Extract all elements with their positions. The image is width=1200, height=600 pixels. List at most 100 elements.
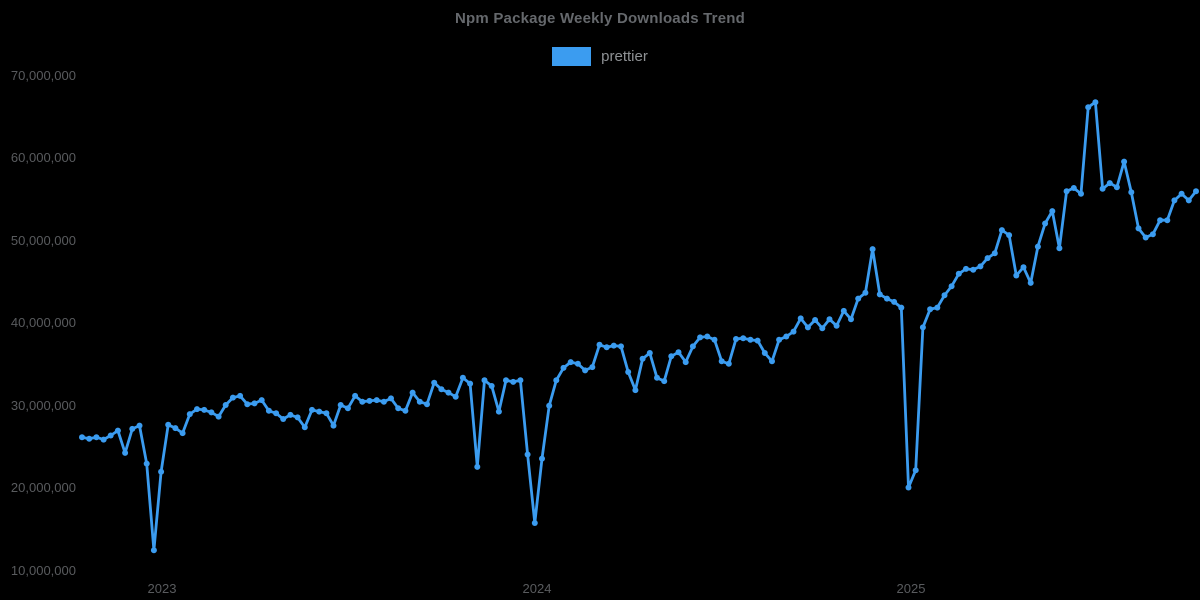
data-point[interactable]: [1142, 234, 1149, 241]
data-point[interactable]: [891, 298, 898, 305]
data-point[interactable]: [1092, 99, 1099, 106]
data-point[interactable]: [158, 468, 165, 475]
data-point[interactable]: [488, 383, 495, 389]
data-point[interactable]: [998, 227, 1005, 234]
data-point[interactable]: [1034, 243, 1041, 250]
data-point[interactable]: [718, 358, 725, 365]
data-point[interactable]: [1135, 225, 1142, 232]
data-point[interactable]: [474, 463, 481, 470]
data-point[interactable]: [1171, 197, 1178, 204]
data-point[interactable]: [603, 344, 610, 351]
data-point[interactable]: [114, 427, 121, 434]
data-point[interactable]: [1157, 217, 1164, 224]
data-point[interactable]: [531, 520, 538, 526]
data-point[interactable]: [316, 408, 323, 415]
data-point[interactable]: [1027, 279, 1034, 286]
data-point[interactable]: [1128, 189, 1135, 196]
data-point[interactable]: [567, 359, 574, 366]
data-point[interactable]: [251, 400, 258, 407]
data-point[interactable]: [740, 335, 747, 342]
data-point[interactable]: [639, 355, 646, 362]
data-point[interactable]: [172, 425, 179, 432]
data-point[interactable]: [86, 435, 93, 442]
data-point[interactable]: [1185, 197, 1192, 204]
data-point[interactable]: [344, 405, 351, 412]
data-point[interactable]: [733, 336, 739, 342]
data-point[interactable]: [927, 306, 934, 313]
data-point[interactable]: [1006, 232, 1013, 239]
data-point[interactable]: [776, 336, 783, 343]
data-point[interactable]: [438, 386, 445, 393]
data-point[interactable]: [1106, 180, 1113, 187]
data-point[interactable]: [1070, 185, 1077, 191]
data-point[interactable]: [876, 291, 883, 298]
data-point[interactable]: [229, 394, 236, 401]
data-point[interactable]: [107, 432, 114, 439]
legend-item-prettier[interactable]: prettier: [552, 47, 648, 66]
data-point[interactable]: [258, 397, 265, 404]
data-point[interactable]: [697, 334, 704, 341]
data-point[interactable]: [991, 250, 998, 257]
data-point[interactable]: [330, 422, 337, 429]
data-point[interactable]: [804, 324, 811, 331]
data-point[interactable]: [826, 316, 833, 323]
data-point[interactable]: [675, 349, 682, 356]
data-point[interactable]: [122, 449, 129, 456]
data-point[interactable]: [819, 325, 826, 332]
data-point[interactable]: [977, 263, 984, 270]
data-point[interactable]: [948, 283, 955, 290]
data-point[interactable]: [898, 304, 905, 311]
data-point[interactable]: [970, 266, 977, 273]
data-point[interactable]: [1042, 220, 1049, 227]
data-point[interactable]: [984, 255, 991, 262]
data-point[interactable]: [596, 341, 603, 348]
data-point[interactable]: [79, 434, 85, 441]
data-point[interactable]: [165, 421, 172, 428]
data-point[interactable]: [869, 246, 876, 253]
data-point[interactable]: [208, 409, 215, 416]
data-point[interactable]: [1099, 185, 1106, 192]
data-point[interactable]: [682, 359, 689, 366]
data-point[interactable]: [380, 398, 387, 405]
data-point[interactable]: [143, 460, 150, 467]
data-point[interactable]: [689, 343, 696, 350]
data-point[interactable]: [848, 316, 854, 323]
data-point[interactable]: [1063, 188, 1070, 195]
data-point[interactable]: [309, 406, 315, 413]
data-point[interactable]: [222, 402, 229, 408]
data-point[interactable]: [301, 424, 308, 431]
data-point[interactable]: [402, 407, 409, 414]
data-point[interactable]: [524, 451, 531, 458]
data-point[interactable]: [704, 333, 711, 340]
data-point[interactable]: [1078, 190, 1084, 197]
data-point[interactable]: [884, 295, 890, 302]
data-point[interactable]: [589, 364, 596, 371]
data-point[interactable]: [481, 377, 488, 384]
data-point[interactable]: [783, 333, 790, 340]
data-point[interactable]: [503, 377, 509, 384]
data-point[interactable]: [237, 392, 244, 399]
data-point[interactable]: [179, 430, 186, 437]
data-point[interactable]: [352, 392, 359, 399]
data-point[interactable]: [546, 402, 553, 409]
data-point[interactable]: [136, 422, 143, 429]
data-point[interactable]: [790, 328, 797, 335]
data-point[interactable]: [934, 304, 941, 311]
data-point[interactable]: [452, 393, 459, 400]
data-point[interactable]: [424, 401, 430, 408]
data-point[interactable]: [359, 398, 366, 405]
data-point[interactable]: [1049, 208, 1056, 215]
data-point[interactable]: [129, 425, 136, 432]
data-point[interactable]: [840, 307, 847, 314]
data-point[interactable]: [610, 342, 617, 349]
data-point[interactable]: [409, 389, 416, 396]
data-point[interactable]: [725, 360, 732, 367]
data-point[interactable]: [905, 484, 912, 491]
data-point[interactable]: [574, 360, 581, 367]
data-point[interactable]: [517, 377, 524, 384]
data-point[interactable]: [201, 406, 208, 413]
data-point[interactable]: [646, 350, 653, 356]
data-point[interactable]: [1013, 272, 1020, 279]
data-point[interactable]: [833, 322, 840, 329]
data-point[interactable]: [388, 395, 394, 402]
